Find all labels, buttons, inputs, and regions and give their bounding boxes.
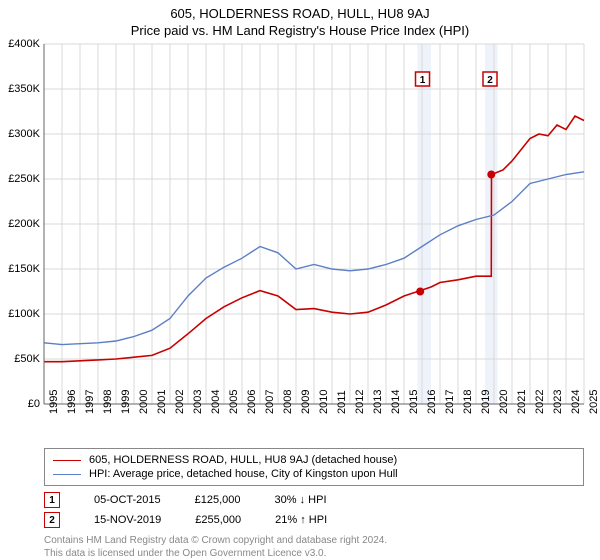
trans-price-1: £125,000 xyxy=(195,494,241,506)
legend-row-1: 605, HOLDERNESS ROAD, HULL, HU8 9AJ (det… xyxy=(53,453,575,467)
trans-price-2: £255,000 xyxy=(195,514,241,526)
chart-svg: 12 xyxy=(0,0,600,420)
legend-label-2: HPI: Average price, detached house, City… xyxy=(89,468,398,480)
legend-swatch-1 xyxy=(53,460,81,461)
transaction-row-2: 2 15-NOV-2019 £255,000 21% ↑ HPI xyxy=(44,512,584,528)
footer-text: Contains HM Land Registry data © Crown c… xyxy=(44,534,584,560)
legend-box: 605, HOLDERNESS ROAD, HULL, HU8 9AJ (det… xyxy=(44,448,584,486)
marker-badge-2: 2 xyxy=(44,512,60,528)
legend-row-2: HPI: Average price, detached house, City… xyxy=(53,467,575,481)
chart-container: 605, HOLDERNESS ROAD, HULL, HU8 9AJ Pric… xyxy=(0,0,600,560)
svg-text:2: 2 xyxy=(487,75,493,86)
trans-date-1: 05-OCT-2015 xyxy=(94,494,161,506)
transaction-row-1: 1 05-OCT-2015 £125,000 30% ↓ HPI xyxy=(44,492,584,508)
legend-swatch-2 xyxy=(53,474,81,475)
marker-badge-1: 1 xyxy=(44,492,60,508)
legend-label-1: 605, HOLDERNESS ROAD, HULL, HU8 9AJ (det… xyxy=(89,454,397,466)
trans-delta-1: 30% ↓ HPI xyxy=(275,494,327,506)
trans-date-2: 15-NOV-2019 xyxy=(94,514,161,526)
trans-delta-2: 21% ↑ HPI xyxy=(275,514,327,526)
svg-text:1: 1 xyxy=(420,75,426,86)
